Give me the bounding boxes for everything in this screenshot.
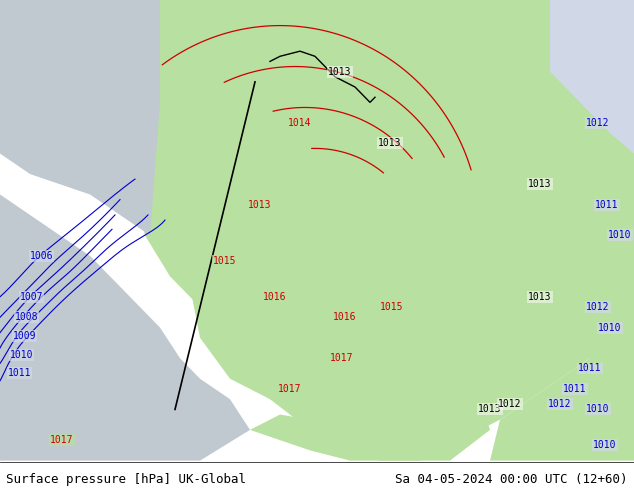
- Text: 1012: 1012: [548, 399, 572, 409]
- Text: 1009: 1009: [13, 331, 37, 341]
- Text: 1013: 1013: [478, 404, 501, 415]
- Text: 1012: 1012: [586, 302, 610, 312]
- Text: 1011: 1011: [563, 384, 586, 394]
- Polygon shape: [0, 0, 160, 235]
- Text: 1013: 1013: [328, 67, 352, 76]
- Text: 1015: 1015: [213, 256, 236, 266]
- Text: 1012: 1012: [586, 118, 610, 128]
- Text: 1006: 1006: [30, 251, 53, 261]
- Text: 1011: 1011: [595, 200, 619, 210]
- Text: Surface pressure [hPa] UK-Global: Surface pressure [hPa] UK-Global: [6, 473, 247, 486]
- Text: Sa 04-05-2024 00:00 UTC (12+60): Sa 04-05-2024 00:00 UTC (12+60): [395, 473, 628, 486]
- Text: 1010: 1010: [598, 322, 622, 333]
- Text: 1007: 1007: [20, 292, 44, 302]
- Text: 1013: 1013: [528, 292, 552, 302]
- Text: 1011: 1011: [578, 364, 602, 373]
- Text: 1015: 1015: [380, 302, 404, 312]
- Text: 1017: 1017: [330, 353, 354, 363]
- Text: 1010: 1010: [586, 404, 610, 415]
- Text: 1010: 1010: [10, 350, 34, 360]
- Text: 1014: 1014: [288, 118, 312, 128]
- Text: 1017: 1017: [278, 384, 302, 394]
- Text: 1008: 1008: [15, 312, 39, 322]
- Polygon shape: [175, 0, 590, 430]
- Polygon shape: [490, 327, 634, 461]
- Text: 1013: 1013: [528, 179, 552, 189]
- Text: 1017: 1017: [50, 435, 74, 445]
- Text: 1016: 1016: [263, 292, 287, 302]
- Text: 1016: 1016: [333, 312, 357, 322]
- Polygon shape: [0, 195, 250, 461]
- Polygon shape: [250, 368, 490, 461]
- Polygon shape: [130, 0, 634, 461]
- Text: 1012: 1012: [498, 399, 522, 409]
- Text: 1013: 1013: [249, 200, 272, 210]
- Polygon shape: [550, 0, 634, 153]
- Polygon shape: [530, 21, 634, 358]
- Text: 1013: 1013: [378, 138, 402, 148]
- Text: 1010: 1010: [608, 230, 631, 241]
- Text: 1010: 1010: [593, 440, 617, 450]
- Text: 1011: 1011: [8, 368, 32, 378]
